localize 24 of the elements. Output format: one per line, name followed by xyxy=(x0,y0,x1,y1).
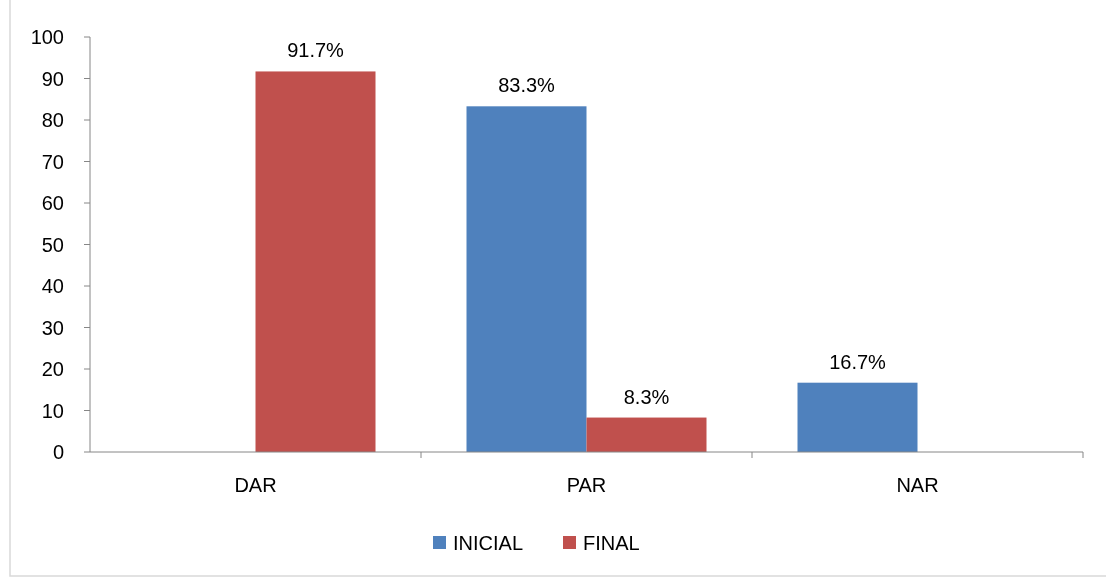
x-tick-label: NAR xyxy=(896,474,939,496)
y-tick-label: 80 xyxy=(41,109,64,131)
data-label: 91.7% xyxy=(287,39,345,62)
y-tick-label: 0 xyxy=(52,441,64,463)
y-tick-label: 10 xyxy=(41,399,64,422)
y-tick-label: 30 xyxy=(41,316,64,339)
data-label: 8.3% xyxy=(623,385,670,408)
y-tick-label: 90 xyxy=(41,67,64,90)
x-tick-label: DAR xyxy=(234,474,277,496)
bar xyxy=(466,106,587,452)
legend-label: FINAL xyxy=(583,532,640,554)
y-tick-label: 20 xyxy=(41,358,64,380)
y-tick-label: 60 xyxy=(41,192,64,214)
y-tick-label: 70 xyxy=(41,150,64,173)
bar xyxy=(797,382,918,452)
data-label: 83.3% xyxy=(498,74,556,97)
y-tick-label: 40 xyxy=(41,275,64,297)
y-tick-label: 100 xyxy=(30,26,64,48)
bar xyxy=(255,71,376,452)
y-tick-label: 50 xyxy=(41,233,64,256)
data-label: 16.7% xyxy=(829,350,887,373)
legend-label: INICIAL xyxy=(453,532,524,554)
x-tick-label: PAR xyxy=(566,474,607,496)
bar xyxy=(586,417,707,452)
